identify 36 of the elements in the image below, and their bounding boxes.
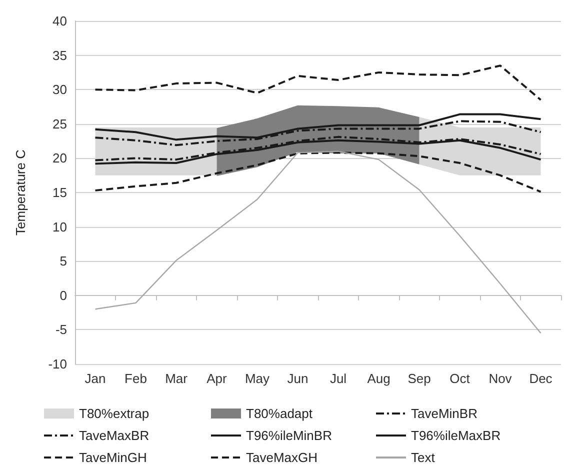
- x-tick-label: Nov: [488, 371, 512, 386]
- x-tick-label: Mar: [165, 371, 188, 386]
- x-tick-label: Jan: [84, 371, 106, 386]
- y-tick-label: 35: [52, 48, 67, 63]
- x-tick-label: Feb: [124, 371, 147, 386]
- x-tick-label: Aug: [367, 371, 390, 386]
- legend-label: TaveMinGH: [79, 450, 147, 465]
- y-tick-label: 15: [52, 185, 67, 200]
- y-tick-label: -5: [55, 322, 67, 338]
- x-tick-label: Jul: [330, 371, 347, 386]
- x-tick-label: Jun: [287, 371, 308, 386]
- x-tick-label: Oct: [450, 371, 470, 386]
- y-axis-title: Temperature C: [13, 150, 28, 236]
- y-tick-label: 25: [52, 116, 67, 132]
- line-series: [94, 152, 542, 193]
- legend-label: Text: [411, 450, 436, 465]
- y-tick-label: 0: [60, 288, 67, 303]
- line-series: [94, 150, 542, 334]
- legend-label: TaveMaxGH: [246, 450, 318, 465]
- x-tick-label: May: [244, 371, 270, 386]
- line-series: [94, 64, 542, 101]
- legend-label: T80%adapt: [246, 406, 313, 421]
- y-tick-label: -10: [48, 356, 67, 372]
- x-tick-label: Sep: [408, 371, 431, 386]
- legend-label: T96%ileMaxBR: [411, 428, 501, 443]
- y-tick-label: 40: [52, 14, 67, 28]
- legend-label: T96%ileMinBR: [246, 428, 332, 443]
- y-tick-label: 5: [60, 254, 67, 269]
- x-tick-label: Dec: [529, 371, 553, 386]
- y-tick-label: 10: [52, 219, 67, 234]
- y-tick-label: 20: [52, 150, 67, 166]
- x-tick-label: Apr: [206, 371, 228, 386]
- legend-label: TaveMaxBR: [79, 428, 150, 443]
- legend-label: T80%extrap: [79, 406, 150, 421]
- legend-label: TaveMinBR: [411, 406, 478, 421]
- y-tick-label: 30: [52, 82, 67, 98]
